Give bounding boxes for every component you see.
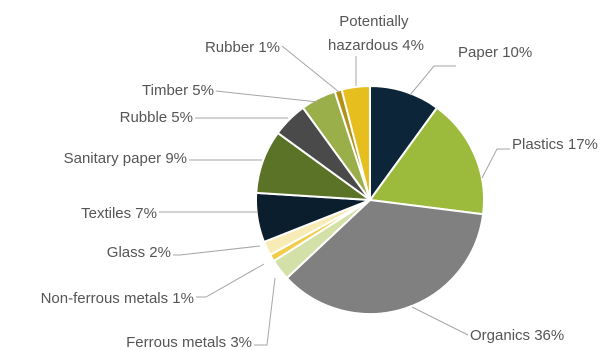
label-timber: Timber 5%	[142, 82, 214, 99]
label-ferrous-metals: Ferrous metals 3%	[126, 334, 252, 350]
label-potentially-hazardous-line-1: Potentially	[339, 13, 409, 30]
pie-slices	[255, 85, 485, 315]
pie-slice-potentially-hazardous	[340, 85, 371, 201]
pie-slice-plastics	[369, 106, 485, 216]
label-plastics: Plastics 17%	[512, 136, 598, 153]
leader-line-ferrous-metals	[254, 277, 276, 346]
leader-lines	[159, 45, 510, 346]
leader-line-plastics	[481, 148, 510, 179]
label-organics: Organics 36%	[470, 327, 564, 344]
label-rubble: Rubble 5%	[120, 109, 193, 126]
leader-line-rubber	[281, 45, 340, 93]
leader-line-organics	[411, 306, 469, 336]
label-rubber: Rubber 1%	[205, 39, 280, 56]
label-potentially-hazardous-line-2: hazardous 4%	[328, 37, 424, 54]
label-paper: Paper 10%	[458, 44, 532, 61]
label-non-ferrous-metals: Non-ferrous metals 1%	[41, 290, 194, 307]
label-glass: Glass 2%	[107, 244, 171, 261]
leader-line-timber	[215, 90, 319, 103]
pie-slice-paper	[369, 85, 439, 201]
leader-line-glass	[173, 245, 261, 256]
pie-slice-organics	[285, 199, 485, 315]
leader-line-paper	[409, 65, 456, 96]
leader-line-non-ferrous-metals	[196, 263, 265, 298]
label-potentially-hazardous: Potentially hazardous 4%	[328, 13, 424, 54]
label-sanitary-paper: Sanitary paper 9%	[64, 150, 187, 167]
label-textiles: Textiles 7%	[81, 205, 157, 222]
slice-labels: Paper 10% Plastics 17% Organics 36% Ferr…	[41, 13, 598, 350]
